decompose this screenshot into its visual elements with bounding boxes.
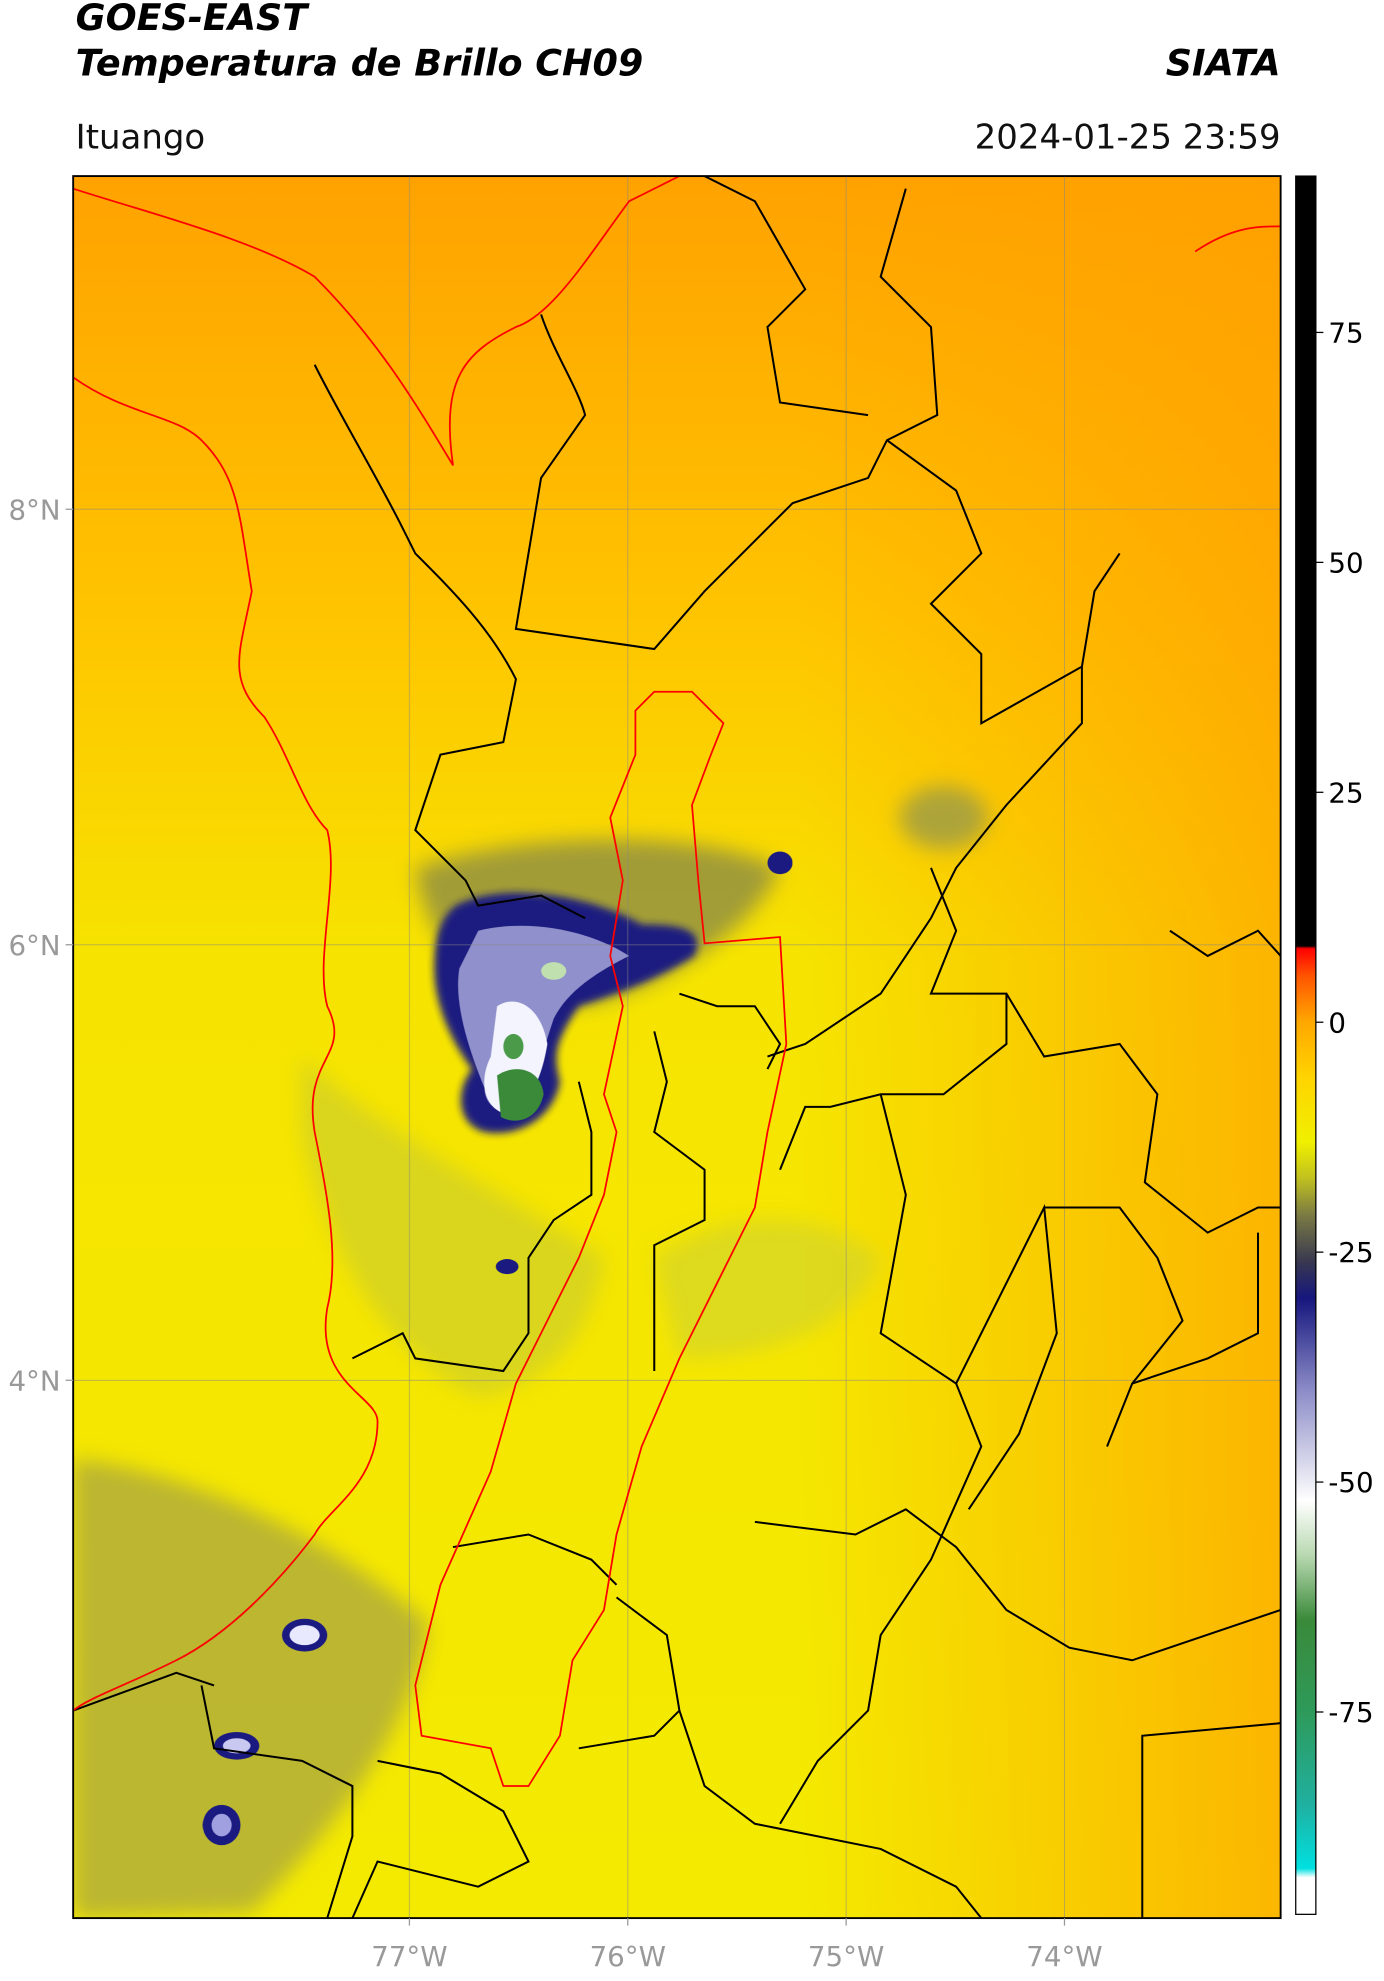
coast-and-project-borders bbox=[73, 176, 1281, 1787]
axis-labels: 77°W 76°W 75°W 74°W 8°N 6°N 4°N bbox=[8, 493, 1102, 1973]
title: GOES-EAST bbox=[76, 0, 311, 39]
colorbar-fill bbox=[1295, 175, 1317, 1915]
lat-tick-label: 6°N bbox=[8, 929, 60, 962]
colorbar-tick-label: 0 bbox=[1328, 1006, 1346, 1039]
lon-tick-label: 77°W bbox=[371, 1940, 447, 1973]
lat-tick-label: 4°N bbox=[8, 1364, 60, 1397]
convective-cloud bbox=[202, 851, 793, 1846]
lat-tick-label: 8°N bbox=[8, 493, 60, 526]
colorbar-tick-label: -50 bbox=[1328, 1466, 1373, 1499]
organization: SIATA bbox=[1166, 41, 1281, 84]
colorbar-tick-label: 25 bbox=[1328, 776, 1363, 809]
map bbox=[73, 176, 1281, 1919]
subtitle: Temperatura de Brillo CH09 bbox=[76, 41, 644, 84]
lon-tick-label: 76°W bbox=[590, 1940, 666, 1973]
map-frame bbox=[72, 175, 1282, 1920]
colorbar-tick-label: -25 bbox=[1328, 1236, 1373, 1269]
colorbar: -75 -50 -25 0 25 50 75 bbox=[1295, 175, 1374, 1915]
lon-tick-label: 74°W bbox=[1026, 1940, 1102, 1973]
colorbar-tick-label: -75 bbox=[1328, 1696, 1373, 1729]
admin-borders bbox=[73, 176, 1281, 1919]
colorbar-tick-label: 50 bbox=[1328, 546, 1363, 579]
datetime: 2024-01-25 23:59 bbox=[975, 117, 1281, 157]
graticule bbox=[73, 176, 1281, 1919]
region: Ituango bbox=[76, 117, 206, 157]
lon-tick-label: 75°W bbox=[808, 1940, 884, 1973]
colorbar-tick-label: 75 bbox=[1328, 317, 1363, 350]
